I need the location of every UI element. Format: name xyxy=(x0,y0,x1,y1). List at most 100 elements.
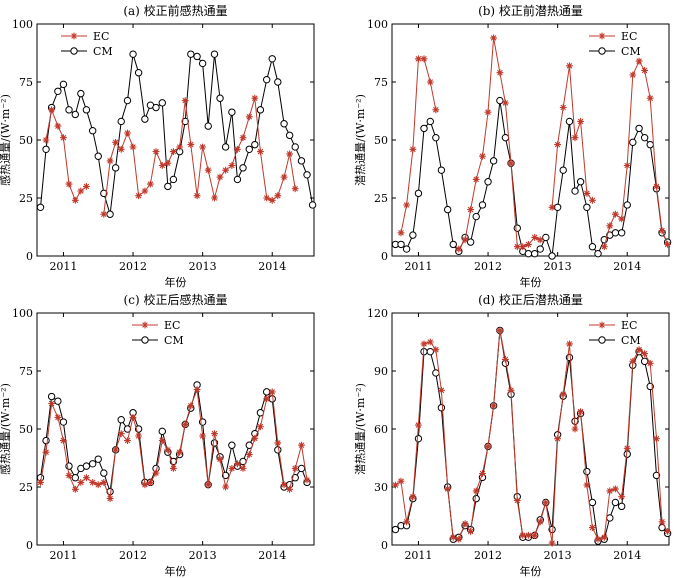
x-axis-label: 年份 xyxy=(165,275,187,289)
y-axis-label: 感热通量/(W·m⁻²) xyxy=(0,94,12,186)
data-point-cm xyxy=(285,131,294,140)
data-point-cm xyxy=(245,145,253,153)
data-point-cm xyxy=(646,140,654,149)
data-point-ec xyxy=(245,113,253,121)
data-point-ec xyxy=(490,34,497,42)
y-tick-label: 100 xyxy=(12,18,33,31)
data-point-ec xyxy=(641,350,648,357)
data-point-ec xyxy=(234,145,241,153)
series-line-ec xyxy=(103,98,296,215)
data-point-cm xyxy=(606,514,614,522)
data-point-cm xyxy=(42,145,50,153)
data-point-cm xyxy=(141,115,149,123)
data-point-ec xyxy=(577,408,584,415)
chart-title: (a) 校正前感热通量 xyxy=(123,3,227,18)
y-tick-label: 50 xyxy=(19,134,33,147)
series-line-ec xyxy=(551,65,593,208)
data-point-ec xyxy=(77,479,85,486)
data-point-cm xyxy=(617,502,626,511)
series-cm xyxy=(36,50,317,218)
y-tick-label: 75 xyxy=(19,365,33,378)
data-point-ec xyxy=(303,476,311,484)
data-point-cm xyxy=(65,106,73,114)
data-point-ec xyxy=(48,106,55,114)
x-tick-label: 2013 xyxy=(189,260,217,273)
data-point-ec xyxy=(291,185,299,193)
data-point-ec xyxy=(589,196,596,204)
data-point-cm xyxy=(169,175,178,184)
x-axis-label: 年份 xyxy=(520,564,542,578)
x-tick-label: 2011 xyxy=(49,549,77,562)
data-point-ec xyxy=(600,533,608,541)
data-point-cm xyxy=(588,243,597,251)
data-point-ec xyxy=(507,386,515,394)
data-point-ec xyxy=(181,97,189,104)
data-point-cm xyxy=(262,75,271,84)
y-axis-label: 感热通量/(W·m⁻²) xyxy=(0,383,12,475)
data-point-ec xyxy=(426,338,434,346)
data-point-cm xyxy=(437,166,446,174)
data-point-ec xyxy=(635,57,643,65)
data-point-ec xyxy=(216,455,224,463)
series-ec xyxy=(42,94,299,218)
data-point-ec xyxy=(239,134,247,142)
legend-marker-cm xyxy=(598,336,606,344)
data-point-cm xyxy=(472,494,480,503)
data-point-ec xyxy=(251,94,259,102)
data-point-ec xyxy=(479,470,486,477)
data-point-ec xyxy=(484,108,492,116)
data-point-ec xyxy=(298,441,305,449)
data-point-ec xyxy=(525,531,532,539)
data-point-cm xyxy=(221,143,230,151)
data-point-ec xyxy=(519,243,527,251)
data-point-ec xyxy=(432,106,440,114)
data-point-ec xyxy=(187,402,195,410)
data-point-ec xyxy=(403,201,410,209)
data-point-ec xyxy=(577,118,584,125)
y-axis-label: 潜热通量/(W·m⁻²) xyxy=(353,383,367,475)
data-point-cm xyxy=(82,106,91,114)
data-point-ec xyxy=(507,159,515,167)
data-point-ec xyxy=(257,423,264,431)
data-point-ec xyxy=(415,421,422,429)
data-point-cm xyxy=(233,175,242,184)
data-point-cm xyxy=(303,171,311,179)
data-point-cm xyxy=(134,69,143,77)
data-point-ec xyxy=(65,472,73,479)
data-point-ec xyxy=(54,122,62,130)
chart-panel-3: (c) 校正后感热通量 0 25 50 75 100 2011 2012 2013 2014 年份 感… xyxy=(0,292,315,578)
data-point-ec xyxy=(653,435,660,443)
data-point-ec xyxy=(54,414,62,421)
data-point-cm xyxy=(489,157,498,165)
data-point-ec xyxy=(536,518,544,526)
data-point-ec xyxy=(415,55,422,63)
data-point-cm xyxy=(239,164,247,172)
data-point-ec xyxy=(554,435,561,443)
data-point-ec xyxy=(204,481,212,489)
data-point-cm xyxy=(274,446,282,454)
data-point-ec xyxy=(152,148,160,155)
data-point-cm xyxy=(54,397,62,405)
data-point-ec xyxy=(216,173,224,181)
data-point-cm xyxy=(432,133,440,142)
data-point-cm xyxy=(391,525,400,534)
x-tick-label: 2014 xyxy=(258,549,286,562)
y-tick-label: 120 xyxy=(367,307,388,320)
data-point-ec xyxy=(461,236,469,244)
data-point-ec xyxy=(397,477,405,485)
data-point-ec xyxy=(479,152,486,160)
data-point-cm xyxy=(54,87,62,95)
data-point-ec xyxy=(204,166,212,174)
data-point-cm xyxy=(100,469,108,477)
data-point-cm xyxy=(181,117,189,126)
series-cm xyxy=(391,326,672,545)
data-point-cm xyxy=(640,133,649,142)
data-point-cm xyxy=(88,127,97,135)
legend: EC CM xyxy=(589,30,641,58)
data-point-cm xyxy=(571,187,579,195)
data-point-cm xyxy=(548,252,556,260)
y-tick-label: 100 xyxy=(367,18,388,31)
data-point-ec xyxy=(513,243,521,251)
data-point-cm xyxy=(59,418,68,426)
